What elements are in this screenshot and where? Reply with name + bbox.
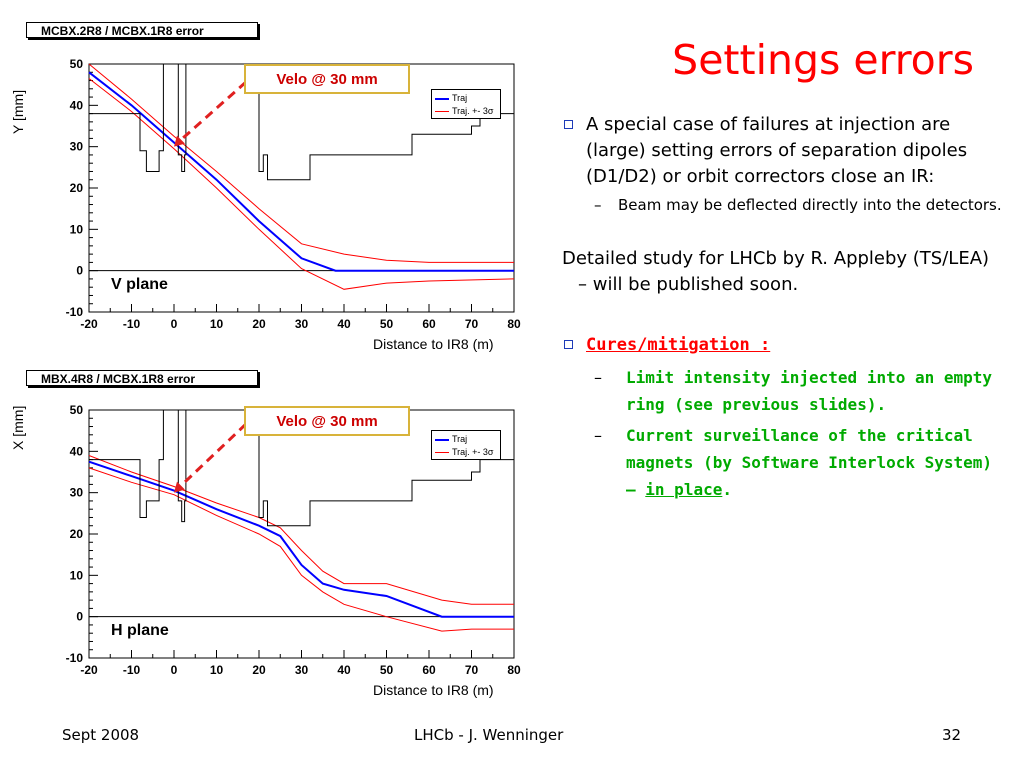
x-tick-label: 50 [380, 663, 394, 677]
cures-bullet: Cures/mitigation : [562, 332, 1002, 358]
legend-band-label: Traj. +- 3σ [452, 106, 494, 116]
y-axis-label-vertical: Y [mm] [10, 89, 26, 134]
y-tick-label: 20 [70, 181, 84, 195]
aperture-line [89, 409, 514, 527]
x-tick-label: -20 [80, 317, 98, 331]
velo-annotation-horizontal: Velo @ 30 mm [244, 406, 410, 436]
in-place-link: in place [645, 480, 723, 499]
x-tick-label: 0 [171, 317, 178, 331]
legend-traj-label: Traj [452, 93, 468, 103]
x-tick-label: -10 [123, 317, 141, 331]
x-tick-label: 70 [465, 317, 479, 331]
cure-item: – Current surveillance of the critical m… [562, 422, 1002, 503]
x-tick-label: 40 [337, 317, 351, 331]
sigma-band-line [88, 63, 514, 263]
velo-annotation-vertical: Velo @ 30 mm [244, 64, 410, 94]
sigma-band-line [88, 455, 514, 605]
trajectory-line [88, 71, 514, 272]
trajectory-line [88, 460, 514, 618]
plot-vertical: -20 -10 0 10 20 30 40 50 60 70 80 -10 0 10 20 30 40 50 MC… [0, 18, 560, 368]
slide-title: Settings errors [672, 36, 974, 84]
y-tick-label: 30 [70, 140, 84, 154]
x-axis-label-vertical: Distance to IR8 (m) [373, 336, 494, 352]
footer-author: LHCb - J. Wenninger [414, 726, 564, 744]
x-tick-label: 30 [295, 317, 309, 331]
plot-horizontal-title: MBX.4R8 / MCBX.1R8 error [26, 370, 258, 386]
dash-marker: – [594, 426, 602, 445]
study-paragraph: Detailed study for LHCb by R. Appleby (T… [562, 248, 990, 295]
legend-traj-label: Traj [452, 434, 468, 444]
sub-bullet: – Beam may be deflected directly into th… [562, 194, 1002, 216]
y-tick-label: 40 [70, 98, 84, 112]
dash-marker: – [594, 196, 602, 214]
x-axis-label-horizontal: Distance to IR8 (m) [373, 682, 494, 698]
legend-item-band: Traj. +- 3σ [435, 446, 493, 458]
y-tick-label: 10 [70, 222, 84, 236]
x-tick-label: 80 [507, 317, 521, 331]
x-tick-label: 80 [507, 663, 521, 677]
legend-band-label: Traj. +- 3σ [452, 447, 494, 457]
aperture-line [89, 63, 514, 181]
legend-vertical: Traj Traj. +- 3σ [431, 89, 501, 119]
y-tick-label: 0 [76, 610, 83, 624]
x-tick-label: 70 [465, 663, 479, 677]
x-tick-label: 20 [252, 663, 266, 677]
x-tick-label: 50 [380, 317, 394, 331]
bullet-list: A special case of failures at injection … [562, 112, 1002, 503]
plot-vertical-title: MCBX.2R8 / MCBX.1R8 error [26, 22, 258, 38]
x-tick-label: 60 [422, 663, 436, 677]
footer-page-number: 32 [942, 726, 962, 744]
plane-label-vertical: V plane [111, 276, 168, 293]
cures-heading: Cures/mitigation : [586, 335, 771, 355]
plane-label-horizontal: H plane [111, 622, 169, 639]
y-tick-label: 0 [76, 264, 83, 278]
legend-horizontal: Traj Traj. +- 3σ [431, 430, 501, 460]
bullet-item: A special case of failures at injection … [562, 112, 1002, 190]
legend-item-traj: Traj [435, 433, 467, 445]
x-tick-label: 30 [295, 663, 309, 677]
bullet-text: A special case of failures at injection … [586, 114, 968, 187]
dash-marker: – [594, 368, 602, 387]
y-tick-label: 50 [70, 57, 84, 71]
y-tick-label: -10 [66, 651, 84, 665]
y-tick-label: 30 [70, 486, 84, 500]
velo-arrow-head [174, 481, 185, 493]
sub-bullet-text: Beam may be deflected directly into the … [618, 196, 1002, 214]
bullet-square-icon [564, 120, 573, 129]
sigma-band-line [88, 78, 515, 290]
x-tick-label: 20 [252, 317, 266, 331]
x-tick-label: 10 [210, 663, 224, 677]
x-tick-label: -10 [123, 663, 141, 677]
y-axis-label-horizontal: X [mm] [10, 405, 26, 450]
y-tick-label: 40 [70, 444, 84, 458]
cure-item: – Limit intensity injected into an empty… [562, 364, 1002, 418]
x-tick-label: 10 [210, 317, 224, 331]
x-tick-label: 0 [171, 663, 178, 677]
y-tick-label: -10 [66, 305, 84, 319]
velo-arrow-head [174, 135, 185, 147]
footer-date: Sept 2008 [62, 726, 140, 744]
bullet-square-icon [564, 340, 573, 349]
sigma-band-line [88, 467, 514, 632]
velo-arrow [178, 422, 248, 488]
x-tick-label: -20 [80, 663, 98, 677]
x-tick-label: 40 [337, 663, 351, 677]
y-tick-label: 50 [70, 403, 84, 417]
legend-item-band: Traj. +- 3σ [435, 105, 493, 117]
legend-item-traj: Traj [435, 92, 467, 104]
y-tick-label: 10 [70, 568, 84, 582]
y-tick-label: 20 [70, 527, 84, 541]
x-tick-label: 60 [422, 317, 436, 331]
plot-horizontal: -20 -10 0 10 20 30 40 50 60 70 80 -10 0 10 20 30 40 50 MB… [0, 366, 560, 716]
cure-item-text: Limit intensity injected into an empty r… [626, 368, 993, 414]
cure-item-tail: . [722, 480, 732, 499]
cure-item-text: Current surveillance of the critical mag… [626, 426, 993, 499]
